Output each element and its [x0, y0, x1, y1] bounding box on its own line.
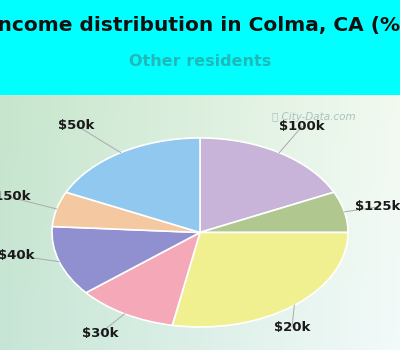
Wedge shape — [52, 226, 200, 293]
Wedge shape — [86, 232, 200, 326]
Wedge shape — [66, 138, 200, 232]
Text: $50k: $50k — [58, 119, 94, 132]
Wedge shape — [200, 192, 348, 232]
Wedge shape — [52, 192, 200, 232]
Wedge shape — [172, 232, 348, 327]
Wedge shape — [200, 138, 334, 232]
Text: Income distribution in Colma, CA (%): Income distribution in Colma, CA (%) — [0, 16, 400, 35]
Text: $150k: $150k — [0, 190, 31, 203]
Text: Other residents: Other residents — [129, 54, 271, 69]
Text: $20k: $20k — [274, 321, 310, 334]
Text: $100k: $100k — [279, 120, 325, 133]
Text: Ⓢ City-Data.com: Ⓢ City-Data.com — [272, 112, 356, 122]
Text: $125k: $125k — [355, 201, 400, 214]
Text: $40k: $40k — [0, 249, 34, 262]
Text: $30k: $30k — [82, 327, 118, 340]
